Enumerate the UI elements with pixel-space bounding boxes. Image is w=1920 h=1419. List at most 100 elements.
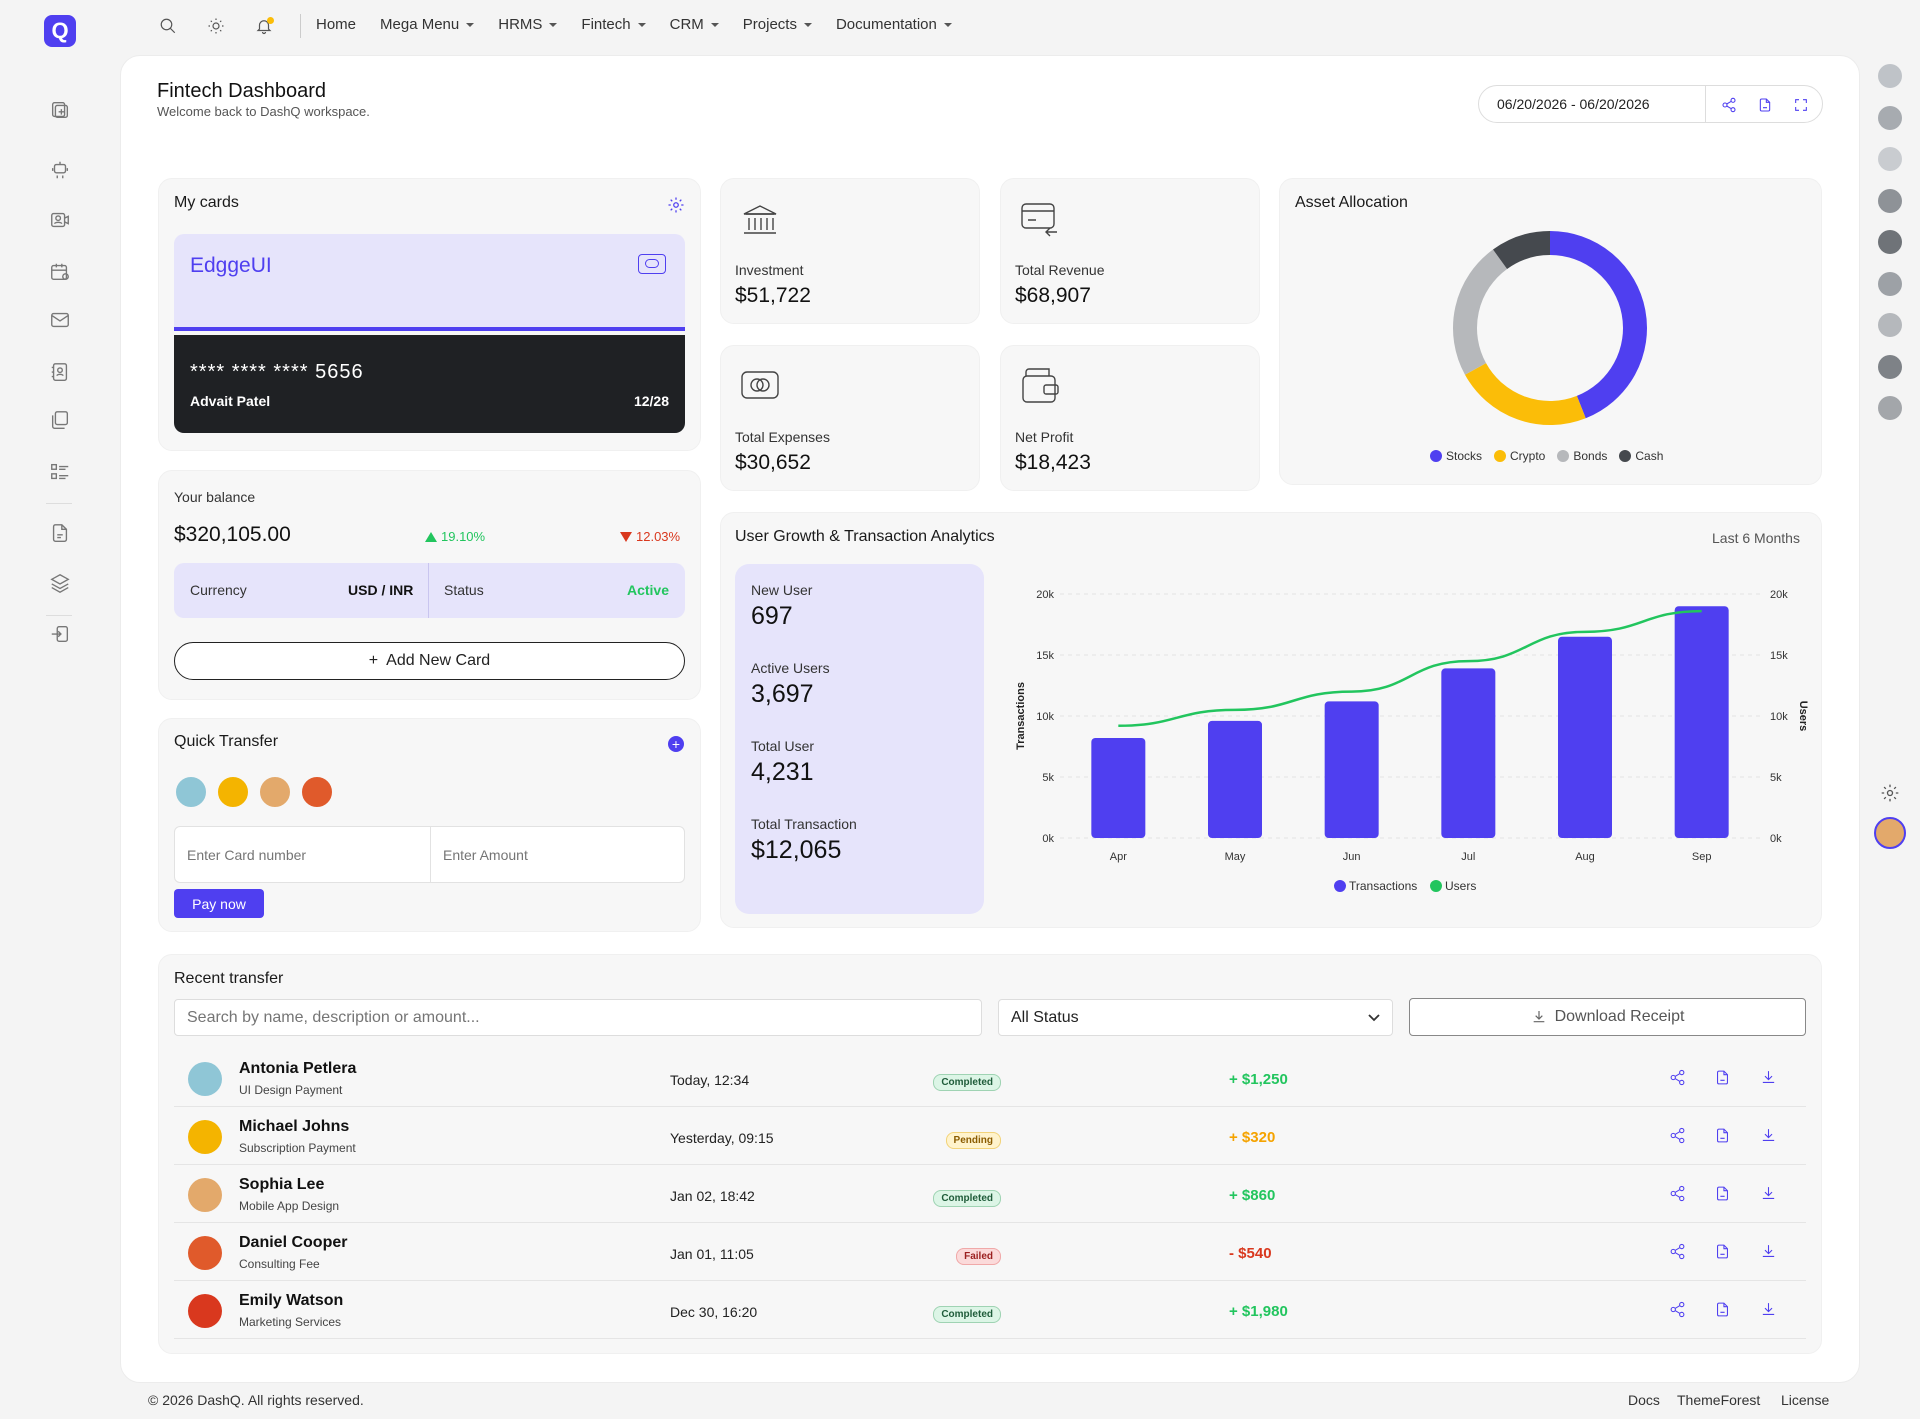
users-line[interactable] <box>1118 609 1702 728</box>
donut-slice-stocks[interactable] <box>1549 231 1647 419</box>
download-icon[interactable] <box>1760 1185 1777 1207</box>
download-receipt-button[interactable]: Download Receipt <box>1409 998 1806 1036</box>
team-avatar[interactable] <box>1878 147 1902 171</box>
contact-avatar[interactable] <box>216 775 250 809</box>
team-avatar[interactable] <box>1878 230 1902 254</box>
team-avatar[interactable] <box>1878 396 1902 420</box>
sun-icon[interactable] <box>204 14 228 38</box>
bell-icon[interactable] <box>252 14 276 38</box>
share-icon[interactable] <box>1669 1127 1686 1149</box>
contacts-book-icon[interactable] <box>46 358 74 386</box>
document-icon[interactable] <box>46 519 74 547</box>
nav-item-projects[interactable]: Projects <box>743 16 812 33</box>
files-icon[interactable] <box>46 406 74 434</box>
team-avatar[interactable] <box>1878 354 1902 379</box>
footer-link-themeforest[interactable]: ThemeForest <box>1677 1392 1761 1408</box>
download-icon[interactable] <box>1760 1301 1777 1323</box>
table-row[interactable]: Michael Johns Subscription Payment Yesterd… <box>174 1108 1806 1165</box>
pay-now-button[interactable]: Pay now <box>174 889 264 918</box>
layers-icon[interactable] <box>46 569 74 597</box>
table-row[interactable]: Sophia Lee Mobile App Design Jan 02, 18:42… <box>174 1166 1806 1223</box>
team-avatar[interactable] <box>1878 313 1902 337</box>
legend-label[interactable]: Users <box>1445 879 1476 893</box>
contact-avatar[interactable] <box>174 775 208 809</box>
download-icon[interactable] <box>1760 1069 1777 1091</box>
dashq-logo[interactable]: Q <box>44 15 76 47</box>
download-icon[interactable] <box>1760 1243 1777 1265</box>
donut-slice-bonds[interactable] <box>1453 249 1508 375</box>
amount-input[interactable] <box>431 827 685 882</box>
pdf-icon[interactable] <box>1714 1185 1731 1207</box>
search-icon[interactable] <box>156 14 180 38</box>
login-icon[interactable] <box>46 620 74 648</box>
currency-value[interactable]: USD / INR <box>348 582 414 598</box>
table-row[interactable]: Emily Watson Marketing Services Dec 30, 16… <box>174 1282 1806 1339</box>
team-avatar[interactable] <box>1878 105 1902 130</box>
settings-gear-icon[interactable] <box>1880 783 1900 803</box>
share-icon[interactable] <box>1669 1301 1686 1323</box>
video-contact-icon[interactable] <box>46 206 74 234</box>
legend-item[interactable]: Stocks <box>1430 449 1482 463</box>
card-holder: Advait Patel <box>190 393 271 409</box>
donut-slice-crypto[interactable] <box>1465 362 1586 425</box>
legend-item[interactable]: Crypto <box>1494 449 1545 463</box>
pdf-icon[interactable] <box>1714 1301 1731 1323</box>
team-avatar[interactable] <box>1878 188 1902 213</box>
gear-icon[interactable] <box>667 196 685 214</box>
bar-jul[interactable] <box>1441 668 1496 838</box>
add-page-icon[interactable] <box>46 96 74 124</box>
user-profile-avatar[interactable] <box>1874 817 1906 849</box>
donut-slice-cash[interactable] <box>1492 231 1551 270</box>
bar-jun[interactable] <box>1324 701 1379 838</box>
status-filter-select[interactable]: All Status <box>998 999 1393 1036</box>
bar-aug[interactable] <box>1558 636 1612 838</box>
nav-item-documentation[interactable]: Documentation <box>836 16 952 33</box>
growth-combo-chart: 0k 0k 5k 5k 10k 10k 15k 15k 20k 20k Transactions Us… <box>1015 589 1809 893</box>
share-icon[interactable] <box>1669 1243 1686 1265</box>
date-range-picker[interactable]: 06/20/2026 - 06/20/2026 <box>1497 96 1650 112</box>
list-icon[interactable] <box>46 458 74 486</box>
robot-icon[interactable] <box>46 156 74 184</box>
nav-item-mega-menu[interactable]: Mega Menu <box>380 16 475 33</box>
bar-apr[interactable] <box>1091 737 1146 838</box>
share-icon[interactable] <box>1669 1069 1686 1091</box>
page-subtitle: Welcome back to DashQ workspace. <box>157 104 370 119</box>
metric-label: New User <box>751 582 813 598</box>
pdf-icon[interactable] <box>1714 1127 1731 1149</box>
download-icon[interactable] <box>1760 1127 1777 1149</box>
share-icon[interactable] <box>1669 1185 1686 1207</box>
nav-item-home[interactable]: Home <box>316 16 356 33</box>
pdf-icon[interactable] <box>1755 95 1775 115</box>
pdf-icon[interactable] <box>1714 1069 1731 1091</box>
contact-avatar[interactable] <box>300 775 334 809</box>
balance-amount: $320,105.00 <box>174 523 291 546</box>
transfer-search-input[interactable] <box>174 999 982 1036</box>
add-new-card-button[interactable]: + Add New Card <box>174 642 685 680</box>
nav-item-fintech[interactable]: Fintech <box>581 16 646 33</box>
team-avatar[interactable] <box>1878 271 1902 296</box>
metric-label: Total Transaction <box>751 816 857 832</box>
pdf-icon[interactable] <box>1714 1243 1731 1265</box>
share-icon[interactable] <box>1719 95 1739 115</box>
footer-link-license[interactable]: License <box>1781 1392 1830 1408</box>
nav-item-crm[interactable]: CRM <box>670 16 719 33</box>
mail-icon[interactable] <box>46 306 74 334</box>
calendar-icon[interactable] <box>46 258 74 286</box>
card-number-input[interactable] <box>175 827 430 882</box>
legend-item[interactable]: Bonds <box>1557 449 1607 463</box>
footer-link-docs[interactable]: Docs <box>1628 1392 1660 1408</box>
add-contact-icon[interactable]: + <box>668 736 684 752</box>
contact-avatar[interactable] <box>258 775 292 809</box>
table-row[interactable]: Antonia Petlera UI Design Payment Today, 1… <box>174 1050 1806 1107</box>
nav-item-hrms[interactable]: HRMS <box>498 16 558 33</box>
fullscreen-icon[interactable] <box>1791 95 1811 115</box>
payer-name: Emily Watson <box>239 1292 344 1309</box>
bank-card-front[interactable]: EdggeUI <box>174 234 685 331</box>
bar-sep[interactable] <box>1674 606 1729 838</box>
legend-label[interactable]: Transactions <box>1349 879 1417 893</box>
analytics-period[interactable]: Last 6 Months <box>1712 530 1800 546</box>
bar-may[interactable] <box>1208 720 1262 838</box>
legend-item[interactable]: Cash <box>1619 449 1663 463</box>
team-avatar[interactable] <box>1878 64 1902 88</box>
table-row[interactable]: Daniel Cooper Consulting Fee Jan 01, 11:05… <box>174 1224 1806 1281</box>
